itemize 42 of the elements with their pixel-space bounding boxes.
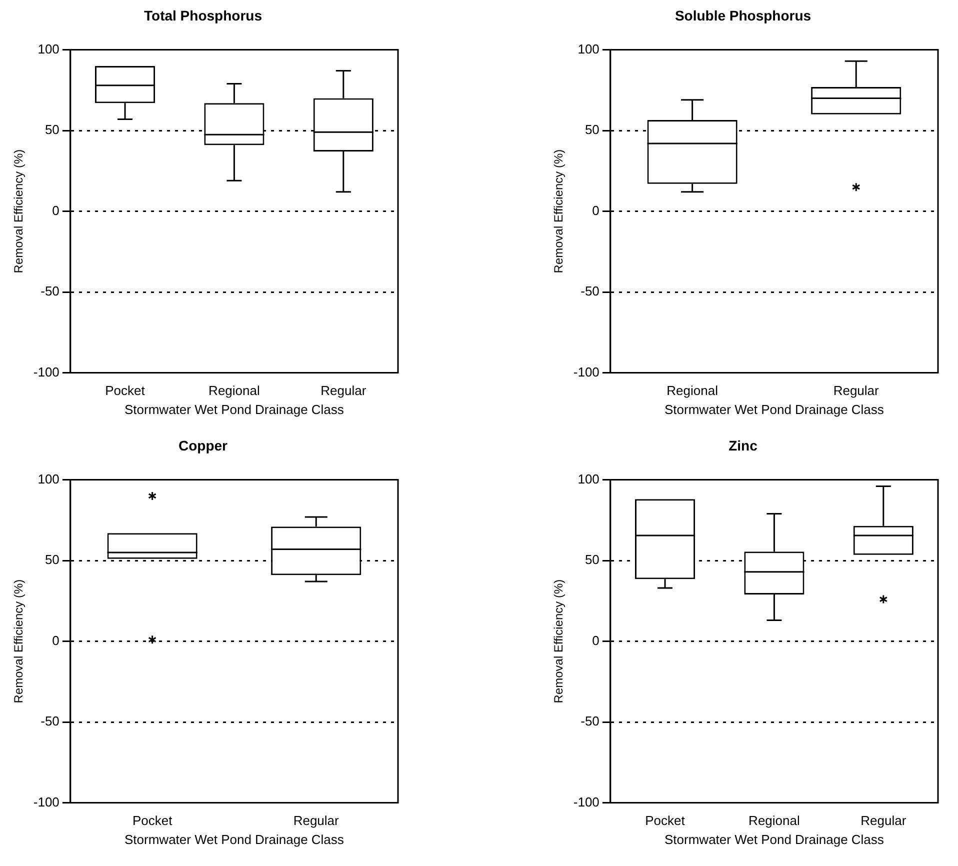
- y-tick-label: -100: [33, 794, 60, 810]
- x-tick-label: Regular: [293, 813, 340, 828]
- y-tick-label: 50: [44, 122, 60, 138]
- y-tick-label: 100: [38, 471, 60, 486]
- x-axis-title: Stormwater Wet Pond Drainage Class: [664, 402, 884, 417]
- y-tick-label: 0: [592, 202, 600, 218]
- x-tick-label: Regional: [748, 813, 800, 828]
- y-tick-label: -100: [33, 364, 60, 380]
- chart-title: Total Phosphorus: [144, 7, 262, 24]
- y-axis-title: Removal Efficiency (%): [12, 579, 26, 704]
- x-axis-title: Stormwater Wet Pond Drainage Class: [124, 402, 344, 417]
- chart-title: Soluble Phosphorus: [674, 7, 812, 24]
- y-tick-label: 0: [52, 202, 60, 218]
- x-tick-label: Pocket: [105, 383, 146, 398]
- x-tick-label: Regional: [208, 383, 260, 398]
- x-axis-title: Stormwater Wet Pond Drainage Class: [124, 832, 344, 847]
- chart-title: Zinc: [728, 437, 758, 454]
- y-axis-title: Removal Efficiency (%): [12, 149, 26, 274]
- y-tick-label: -100: [573, 364, 600, 380]
- x-tick-label: Regional: [666, 383, 718, 398]
- y-tick-label: -50: [40, 284, 60, 299]
- y-tick-label: -50: [40, 714, 60, 729]
- x-tick-label: Pocket: [132, 813, 173, 828]
- y-tick-label: 50: [44, 552, 60, 568]
- y-tick-label: 0: [592, 632, 600, 648]
- y-axis-title: Removal Efficiency (%): [552, 579, 566, 704]
- y-tick-label: -100: [573, 794, 600, 810]
- y-axis-title: Removal Efficiency (%): [552, 149, 566, 274]
- x-tick-label: Regular: [860, 813, 907, 828]
- y-tick-label: 0: [52, 632, 60, 648]
- y-tick-label: 50: [584, 552, 600, 568]
- y-tick-label: 100: [578, 41, 600, 56]
- x-tick-label: Regular: [833, 383, 880, 398]
- y-tick-label: -50: [580, 714, 600, 729]
- y-tick-label: 100: [578, 471, 600, 486]
- x-axis-title: Stormwater Wet Pond Drainage Class: [664, 832, 884, 847]
- chart-title: Copper: [178, 437, 228, 454]
- y-tick-label: 50: [584, 122, 600, 138]
- y-tick-label: 100: [38, 41, 60, 56]
- y-tick-label: -50: [580, 284, 600, 299]
- x-tick-label: Pocket: [645, 813, 686, 828]
- x-tick-label: Regular: [320, 383, 367, 398]
